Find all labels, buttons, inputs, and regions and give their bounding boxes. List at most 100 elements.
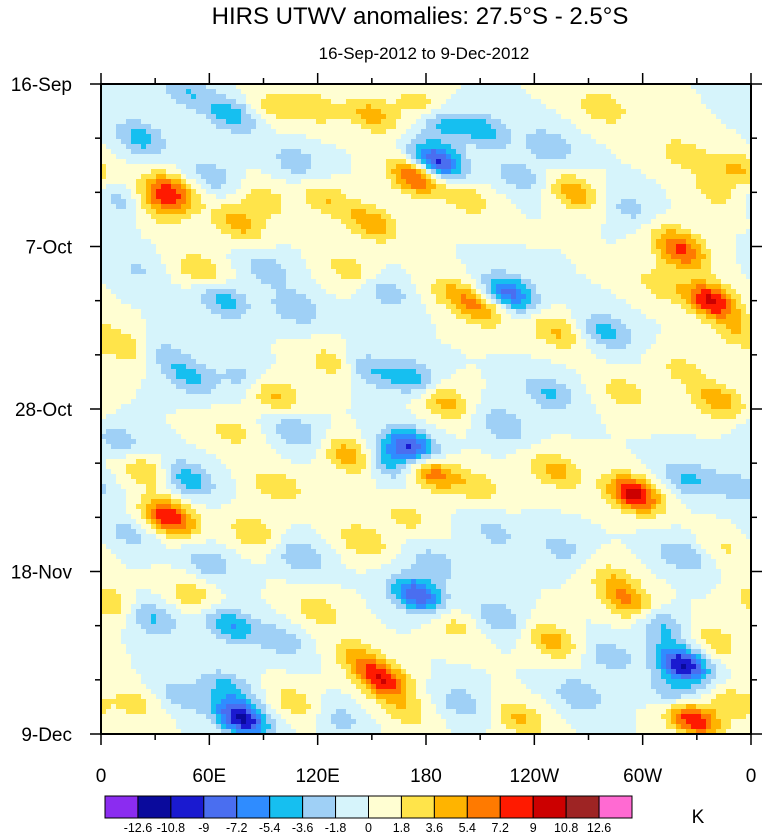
field-cell (116, 209, 121, 214)
field-cell (351, 199, 356, 204)
field-cell (281, 174, 286, 179)
field-cell (656, 209, 661, 214)
field-cell (541, 154, 546, 159)
field-cell (301, 184, 306, 189)
field-cell (111, 239, 116, 244)
field-cell (646, 219, 651, 224)
field-cell (451, 209, 456, 214)
field-cell (446, 219, 451, 224)
field-cell (711, 124, 716, 129)
field-cell (706, 149, 711, 154)
field-cell (561, 149, 566, 154)
field-cell (346, 204, 351, 209)
field-cell (171, 239, 176, 244)
field-cell (576, 164, 581, 169)
field-cell (556, 114, 561, 119)
field-cell (686, 199, 691, 204)
field-cell (551, 229, 556, 234)
field-cell (206, 184, 211, 189)
field-cell (641, 114, 646, 119)
field-cell (661, 189, 666, 194)
field-cell (111, 129, 116, 134)
field-cell (151, 134, 156, 139)
field-cell (601, 199, 606, 204)
field-cell (616, 224, 621, 229)
field-cell (186, 239, 191, 244)
field-cell (421, 224, 426, 229)
field-cell (111, 124, 116, 129)
field-cell (656, 269, 661, 274)
field-cell (486, 114, 491, 119)
field-cell (731, 179, 736, 184)
field-cell (311, 204, 316, 209)
field-cell (711, 244, 716, 249)
field-cell (556, 169, 561, 174)
field-cell (381, 239, 386, 244)
field-cell (181, 164, 186, 169)
field-cell (241, 129, 246, 134)
field-cell (521, 94, 526, 99)
field-cell (211, 149, 216, 154)
field-cell (541, 94, 546, 99)
field-cell (221, 144, 226, 149)
field-cell (321, 169, 326, 174)
field-cell (736, 259, 741, 264)
field-cell (671, 194, 676, 199)
field-cell (281, 104, 286, 109)
field-cell (386, 139, 391, 144)
field-cell (476, 144, 481, 149)
field-cell (491, 214, 496, 219)
field-cell (131, 264, 136, 269)
field-cell (251, 209, 256, 214)
field-cell (676, 194, 681, 199)
field-cell (251, 274, 256, 279)
field-cell (396, 159, 401, 164)
field-cell (241, 214, 246, 219)
field-cell (281, 119, 286, 124)
field-cell (236, 174, 241, 179)
field-cell (246, 89, 251, 94)
field-cell (366, 179, 371, 184)
field-cell (596, 139, 601, 144)
field-cell (461, 244, 466, 249)
field-cell (526, 104, 531, 109)
field-cell (701, 194, 706, 199)
field-cell (651, 194, 656, 199)
field-cell (581, 249, 586, 254)
field-cell (651, 209, 656, 214)
field-cell (106, 99, 111, 104)
field-cell (326, 234, 331, 239)
field-cell (121, 209, 126, 214)
field-cell (671, 99, 676, 104)
field-cell (186, 269, 191, 274)
field-cell (521, 159, 526, 164)
field-cell (316, 254, 321, 259)
field-cell (246, 254, 251, 259)
field-cell (736, 169, 741, 174)
field-cell (161, 134, 166, 139)
field-cell (491, 174, 496, 179)
field-cell (136, 179, 141, 184)
field-cell (271, 224, 276, 229)
field-cell (711, 99, 716, 104)
field-cell (431, 194, 436, 199)
field-cell (246, 249, 251, 254)
field-cell (641, 254, 646, 259)
field-cell (466, 254, 471, 259)
field-cell (441, 164, 446, 169)
field-cell (741, 219, 746, 224)
field-cell (476, 89, 481, 94)
field-cell (141, 149, 146, 154)
field-cell (616, 94, 621, 99)
field-cell (536, 244, 541, 249)
field-cell (696, 234, 701, 239)
field-cell (651, 184, 656, 189)
field-cell (226, 199, 231, 204)
field-cell (171, 164, 176, 169)
field-cell (716, 119, 721, 124)
field-cell (141, 229, 146, 234)
field-cell (246, 194, 251, 199)
field-cell (356, 94, 361, 99)
field-cell (536, 89, 541, 94)
field-cell (341, 149, 346, 154)
